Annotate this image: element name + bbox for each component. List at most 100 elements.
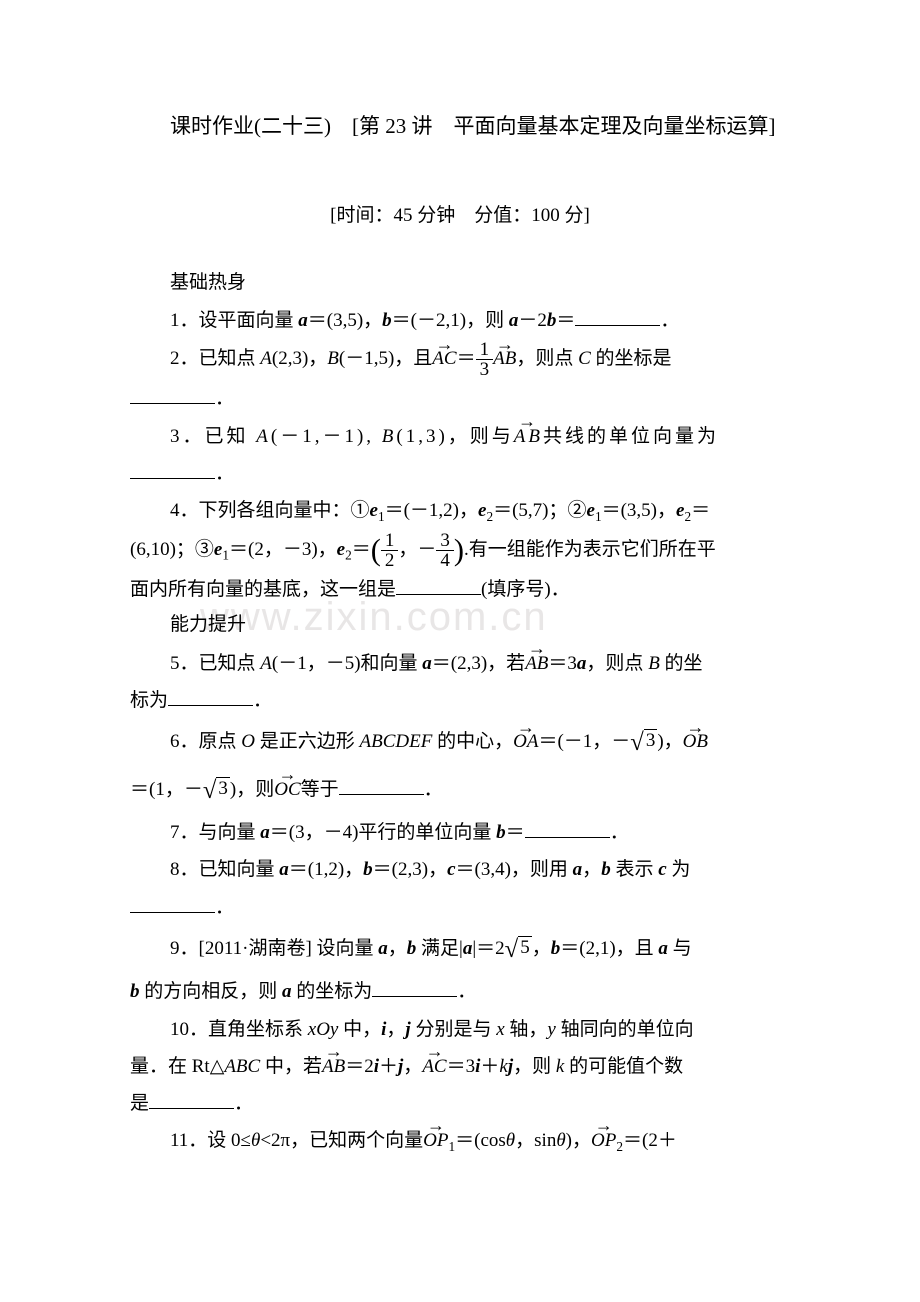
text: ． bbox=[424, 779, 443, 800]
text: ＝(3,5)， bbox=[308, 310, 382, 331]
text: ． bbox=[215, 388, 234, 409]
var-a: a bbox=[463, 938, 473, 959]
title-prefix: 课时作业(二十三) [第 23 讲 bbox=[170, 114, 453, 138]
text: 是 bbox=[130, 1093, 149, 1114]
text: 11．设 0≤ bbox=[170, 1130, 251, 1151]
text: ＝ bbox=[352, 539, 371, 560]
den: 4 bbox=[436, 551, 454, 570]
var-a: a bbox=[282, 981, 292, 1002]
text: (－1,5)，且 bbox=[339, 348, 432, 369]
problem-4: 4．下列各组向量中：①e1＝(－1,2)，e2＝(5,7)；②e1＝(3,5)，… bbox=[130, 493, 790, 529]
text: 1．设平面向量 bbox=[170, 310, 298, 331]
text: ＝(3，－4)平行的单位向量 bbox=[270, 822, 496, 843]
vec-AB: AB bbox=[322, 1049, 345, 1084]
vec-OP2: OP bbox=[591, 1123, 616, 1158]
pt-C: C bbox=[578, 348, 591, 369]
hex: ABCDEF bbox=[360, 731, 433, 752]
text: 9．[2011·湖南卷] 设向量 bbox=[170, 938, 378, 959]
x: x bbox=[496, 1019, 504, 1040]
rad: 5 bbox=[518, 936, 532, 958]
abc: ABC bbox=[224, 1056, 260, 1077]
page-title: 课时作业(二十三) [第 23 讲 平面向量基本定理及向量坐标运算] bbox=[130, 110, 790, 140]
blank bbox=[372, 977, 457, 998]
text: ＝2 bbox=[345, 1056, 374, 1077]
num: 1 bbox=[381, 531, 399, 551]
rad: 3 bbox=[644, 729, 658, 751]
var-a: a bbox=[573, 859, 583, 880]
var-c: c bbox=[658, 859, 666, 880]
sqrt3: √3 bbox=[203, 768, 230, 814]
var-b: b bbox=[601, 859, 611, 880]
blank bbox=[149, 1088, 234, 1109]
problem-7: 7．与向量 a＝(3，－4)平行的单位向量 b＝． bbox=[130, 815, 790, 850]
sub: 2 bbox=[616, 1139, 623, 1154]
theta: θ bbox=[251, 1130, 260, 1151]
vec-OB: OB bbox=[683, 724, 708, 759]
text: 共线的单位向量为 bbox=[543, 426, 719, 447]
sqrt3: √3 bbox=[630, 720, 657, 766]
vec-OP: OP bbox=[423, 1123, 448, 1158]
text: (填序号)． bbox=[481, 579, 570, 600]
text: ， bbox=[572, 1130, 591, 1151]
num: 1 bbox=[476, 340, 494, 360]
text: .有一组能作为表示它们所在平 bbox=[464, 539, 716, 560]
frac-1-3: 13 bbox=[476, 340, 494, 379]
var-a: a bbox=[260, 822, 270, 843]
den: 3 bbox=[476, 360, 494, 379]
text: ＝3 bbox=[447, 1056, 476, 1077]
pt-A: A bbox=[260, 348, 272, 369]
vec-OC: OC bbox=[274, 772, 300, 807]
text: (6,10)；③ bbox=[130, 539, 214, 560]
text: 分别是与 bbox=[411, 1019, 497, 1040]
text: 面内所有向量的基底，这一组是 bbox=[130, 579, 396, 600]
text: ． bbox=[215, 897, 234, 918]
text: 的坐 bbox=[660, 653, 703, 674]
text: ＝ bbox=[506, 822, 525, 843]
blank bbox=[130, 458, 215, 479]
text: 标为 bbox=[130, 690, 168, 711]
text: (－1,－1), bbox=[271, 426, 382, 447]
text: ＝(5,7)；② bbox=[493, 500, 586, 521]
var-e: e bbox=[587, 500, 595, 521]
problem-1: 1．设平面向量 a＝(3,5)，b＝(－2,1)，则 a－2b＝． bbox=[130, 303, 790, 338]
var-b: b bbox=[363, 859, 373, 880]
problem-10: 10．直角坐标系 xOy 中，i，j 分别是与 x 轴，y 轴同向的单位向 bbox=[130, 1012, 790, 1047]
text: 8．已知向量 bbox=[170, 859, 279, 880]
text: ，－ bbox=[398, 539, 436, 560]
var-a: a bbox=[577, 653, 587, 674]
problem-2-cont: ． bbox=[130, 381, 790, 416]
vec-AB: AB bbox=[525, 646, 548, 681]
text: ＝(2,3)，若 bbox=[432, 653, 525, 674]
text: ＝(2，－3)， bbox=[229, 539, 337, 560]
theta: θ bbox=[506, 1130, 515, 1151]
text: ＝(1，－ bbox=[130, 779, 203, 800]
problem-8-cont: ． bbox=[130, 890, 790, 925]
problem-4-cont: (6,10)；③e1＝(2，－3)，e2＝(12，－34).有一组能作为表示它们… bbox=[130, 531, 790, 570]
text: 是正六边形 bbox=[255, 731, 360, 752]
sqrt5: √5 bbox=[505, 927, 532, 973]
sub: 2 bbox=[345, 548, 352, 563]
vec-OA: OA bbox=[513, 724, 538, 759]
text: 与 bbox=[668, 938, 692, 959]
text: 等于 bbox=[301, 779, 339, 800]
text: ， bbox=[388, 938, 407, 959]
num: 3 bbox=[436, 531, 454, 551]
y: y bbox=[547, 1019, 555, 1040]
blank bbox=[130, 892, 215, 913]
problem-2: 2．已知点 A(2,3)，B(－1,5)，且AC＝13AB，则点 C 的坐标是 bbox=[130, 340, 790, 379]
frac-3-4: 34 bbox=[436, 531, 454, 570]
blank bbox=[396, 574, 481, 595]
text: <2π，已知两个向量 bbox=[260, 1130, 423, 1151]
problem-10-cont: 量．在 Rt△ABC 中，若AB＝2i＋j，AC＝3i＋kj，则 k 的可能值个… bbox=[130, 1049, 790, 1084]
rparen: ) bbox=[454, 537, 464, 564]
text: ＝(3,4)，则用 bbox=[456, 859, 573, 880]
text: ＝(3,5)， bbox=[602, 500, 676, 521]
text: ． bbox=[660, 310, 679, 331]
text: )， bbox=[657, 731, 682, 752]
text: ＝(2,1)，且 bbox=[560, 938, 658, 959]
problem-11: 11．设 0≤θ<2π，已知两个向量OP1＝(cosθ，sinθ)，OP2＝(2… bbox=[130, 1123, 790, 1159]
text: ＝(2,3)， bbox=[373, 859, 447, 880]
text: ＝ bbox=[457, 348, 476, 369]
blank bbox=[575, 305, 660, 326]
pt-O: O bbox=[241, 731, 255, 752]
